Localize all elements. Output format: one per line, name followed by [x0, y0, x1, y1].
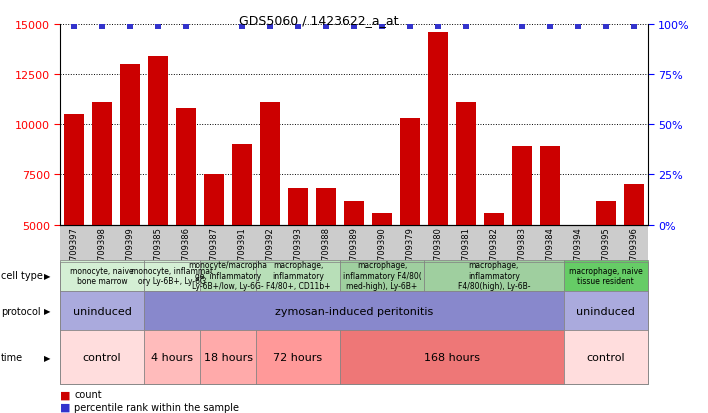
Text: monocyte, naive
bone marrow: monocyte, naive bone marrow	[70, 266, 134, 285]
Text: ■: ■	[60, 389, 71, 399]
Text: ▶: ▶	[44, 353, 50, 362]
Bar	[92, 103, 112, 325]
Text: ▶: ▶	[44, 306, 50, 315]
Bar	[624, 185, 644, 325]
Text: monocyte/macropha
ge, inflammatory
Ly-6B+/low, Ly-6G-: monocyte/macropha ge, inflammatory Ly-6B…	[188, 261, 268, 290]
Bar	[176, 109, 196, 325]
Bar	[344, 201, 364, 325]
Text: monocyte, inflammat
ory Ly-6B+, Ly-6G: monocyte, inflammat ory Ly-6B+, Ly-6G	[131, 266, 213, 285]
Bar	[540, 147, 559, 325]
Text: macrophage, naive
tissue resident: macrophage, naive tissue resident	[569, 266, 643, 285]
Bar	[64, 115, 84, 325]
Bar	[512, 147, 532, 325]
Text: macrophage,
inflammatory
F4/80+, CD11b+: macrophage, inflammatory F4/80+, CD11b+	[266, 261, 331, 290]
Bar	[120, 65, 140, 325]
Text: 72 hours: 72 hours	[273, 352, 323, 362]
Bar	[484, 213, 503, 325]
Text: control: control	[83, 352, 122, 362]
Text: macrophage,
inflammatory
F4/80(high), Ly-6B-: macrophage, inflammatory F4/80(high), Ly…	[457, 261, 530, 290]
Text: uninduced: uninduced	[576, 306, 635, 316]
Bar	[316, 189, 336, 325]
Bar	[428, 33, 447, 325]
Bar	[149, 57, 168, 325]
Text: protocol: protocol	[1, 306, 40, 316]
Bar	[596, 201, 616, 325]
Bar	[400, 119, 420, 325]
Text: control: control	[586, 352, 625, 362]
Text: ■: ■	[60, 402, 71, 412]
Text: zymosan-induced peritonitis: zymosan-induced peritonitis	[275, 306, 433, 316]
Bar	[232, 145, 252, 325]
Text: 4 hours: 4 hours	[151, 352, 193, 362]
Bar	[261, 103, 280, 325]
Bar	[205, 175, 224, 325]
Text: uninduced: uninduced	[73, 306, 132, 316]
Text: time: time	[1, 352, 23, 362]
Text: ▶: ▶	[44, 271, 50, 280]
Text: GDS5060 / 1423622_a_at: GDS5060 / 1423622_a_at	[239, 14, 399, 27]
Text: cell type: cell type	[1, 271, 42, 281]
Text: count: count	[74, 389, 102, 399]
Text: 18 hours: 18 hours	[204, 352, 253, 362]
Text: macrophage,
inflammatory F4/80(
med-high), Ly-6B+: macrophage, inflammatory F4/80( med-high…	[343, 261, 421, 290]
Bar	[456, 103, 476, 325]
Bar	[288, 189, 308, 325]
Text: percentile rank within the sample: percentile rank within the sample	[74, 402, 239, 412]
Text: 168 hours: 168 hours	[424, 352, 480, 362]
Bar	[372, 213, 392, 325]
Bar	[568, 311, 588, 325]
